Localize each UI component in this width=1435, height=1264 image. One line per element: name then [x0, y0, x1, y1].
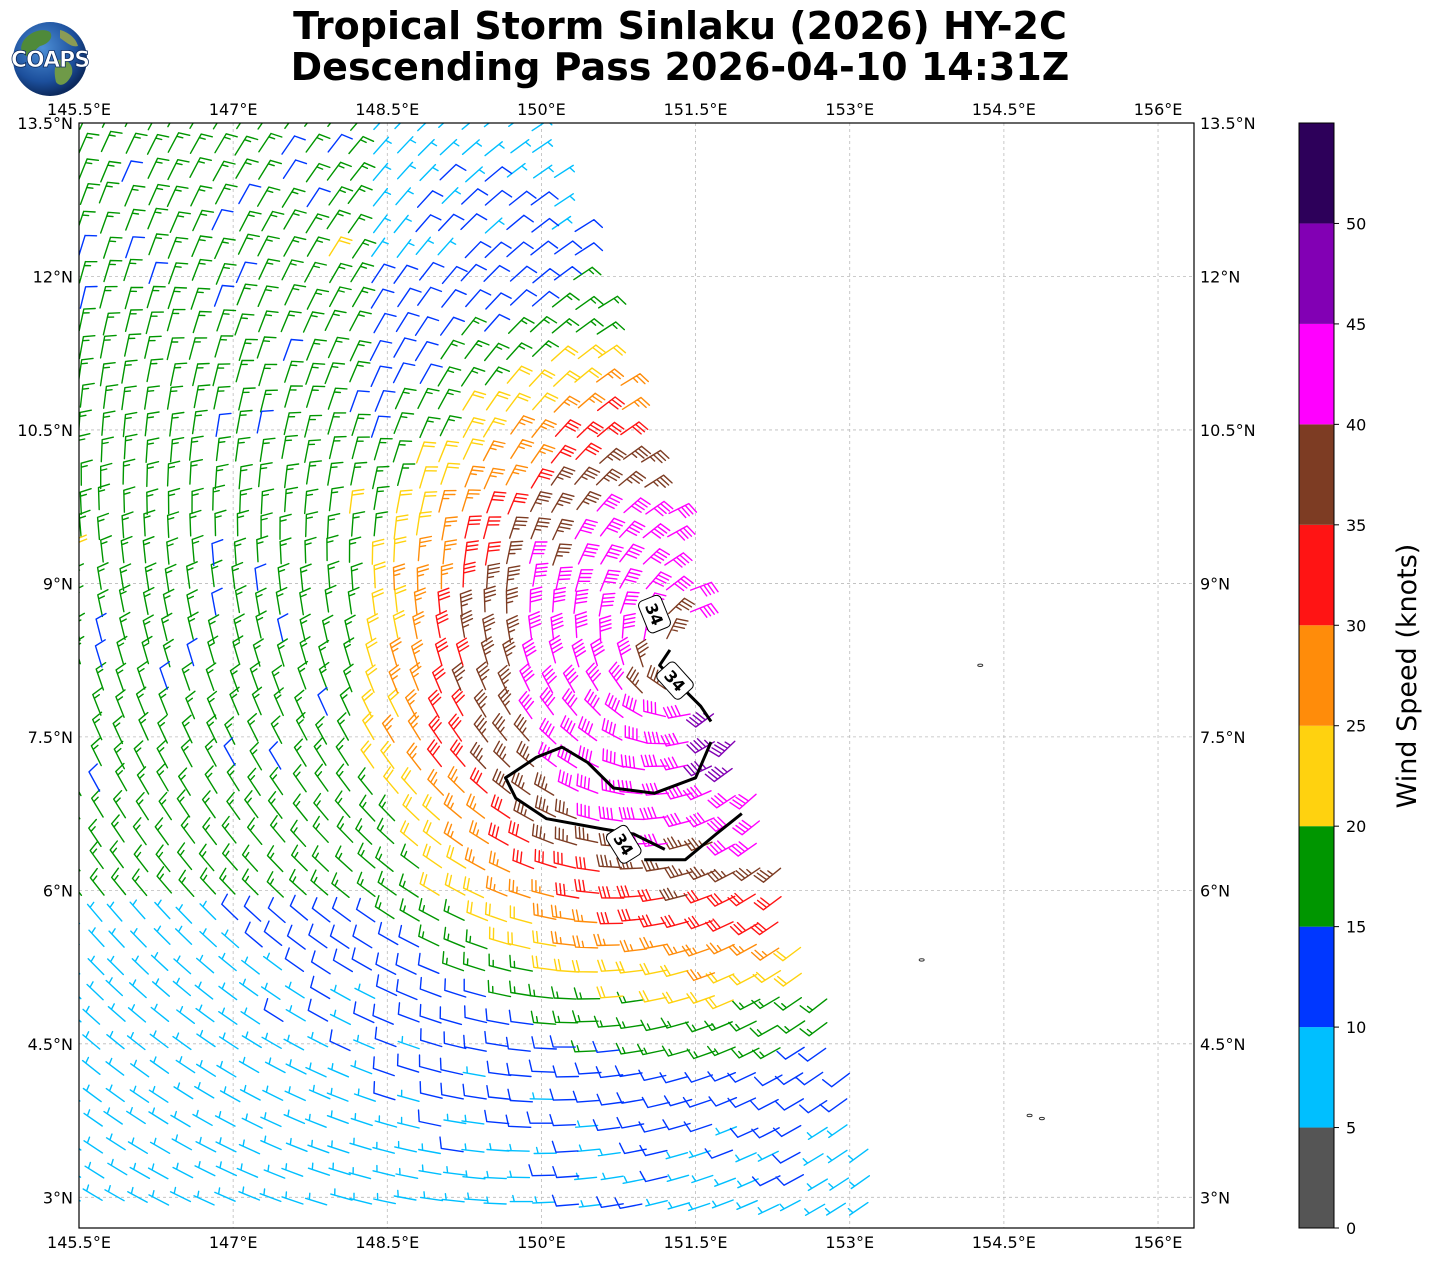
colorbar-tick-label: 45: [1346, 315, 1366, 334]
colorbar-tick-label: 15: [1346, 918, 1366, 937]
wind-barb-group: [518, 493, 760, 857]
colorbar-bin: [1299, 725, 1334, 827]
lon-tick-label-bottom: 147°E: [209, 1233, 258, 1252]
lat-tick-label-right: 9°N: [1200, 574, 1230, 593]
colorbar: 0 5 10 15 20 25 30 35 40 45 50: [1298, 122, 1366, 1238]
lat-tick-label-right: 4.5°N: [1200, 1035, 1245, 1054]
lat-tick-label-left: 4.5°N: [28, 1035, 73, 1054]
lon-tick-label-top: 148.5°E: [355, 100, 419, 119]
colorbar-bin: [1299, 223, 1334, 324]
contour-label-text: 34: [609, 830, 637, 859]
lon-tick-label-top: 156°E: [1134, 100, 1183, 119]
island-outline: [1038, 1116, 1045, 1121]
globe-icon: [13, 22, 87, 96]
contour-label-text: 34: [641, 600, 667, 628]
lon-tick-label-top: 147°E: [209, 100, 258, 119]
contour-label: 34: [605, 824, 642, 864]
lon-tick-label-bottom: 153°E: [825, 1233, 874, 1252]
contour-line-34kt: [504, 741, 713, 851]
lon-tick-label-bottom: 145.5°E: [47, 1233, 111, 1252]
lon-tick-label-top: 153°E: [825, 100, 874, 119]
axis-ticks: 145.5°E 145.5°E 147°E 147°E 148.5°E 148.5°E 15…: [17, 100, 1255, 1252]
map-frame: [78, 122, 1195, 1229]
lat-tick-label-right: 3°N: [1200, 1188, 1230, 1207]
colorbar-bin: [1299, 826, 1334, 927]
lat-tick-label-left: 10.5°N: [17, 421, 73, 440]
wind-barb-group: [79, 236, 802, 1010]
wind-barb-group: [451, 445, 782, 901]
lon-tick-label-bottom: 154.5°E: [972, 1233, 1036, 1252]
colorbar-label: Wind Speed (knots): [1392, 544, 1423, 809]
wind-barb-group: [79, 123, 828, 1060]
lat-tick-label-right: 12°N: [1200, 267, 1240, 286]
title-line-2: Descending Pass 2026-04-10 14:31Z: [290, 45, 1070, 89]
contour-label-text: 34: [660, 666, 689, 695]
wind-barb-group: [381, 368, 780, 982]
colorbar-frame: [1298, 122, 1335, 1229]
map-gridlines: [78, 122, 1194, 1228]
colorbar-bin: [1299, 1027, 1334, 1128]
colorbar-tick-label: 25: [1346, 717, 1366, 736]
lat-tick-label-right: 13.5°N: [1200, 114, 1256, 133]
wind-barb-group: [79, 133, 850, 1209]
lon-tick-label-top: 151.5°E: [664, 100, 728, 119]
colorbar-bin: [1299, 524, 1334, 626]
colorbar-tick-label: 50: [1346, 214, 1366, 233]
lon-tick-label-top: 150°E: [517, 100, 566, 119]
wind-barb-group: [79, 123, 870, 1216]
colorbar-tick-label: 20: [1346, 817, 1366, 836]
colorbar-bin: [1299, 123, 1334, 224]
colorbar-tick-label: 35: [1346, 516, 1366, 535]
colorbar-bin: [1299, 424, 1334, 525]
islands: [918, 663, 1045, 1121]
lat-tick-label-right: 7.5°N: [1200, 728, 1245, 747]
logo-text: COAPS: [11, 48, 89, 73]
lon-tick-label-bottom: 150°E: [517, 1233, 566, 1252]
colorbar-tick-label: 5: [1346, 1119, 1356, 1138]
contour-label: 34: [656, 661, 694, 700]
colorbar-tick-label: 10: [1346, 1018, 1366, 1037]
lat-tick-label-left: 12°N: [33, 267, 73, 286]
colorbar-tick-label: 0: [1346, 1219, 1356, 1238]
lat-tick-label-left: 9°N: [43, 574, 73, 593]
lon-tick-label-bottom: 148.5°E: [355, 1233, 419, 1252]
chart-title: Tropical Storm Sinlaku (2026) HY-2C Desc…: [200, 6, 1160, 88]
colorbar-tick-label: 30: [1346, 616, 1366, 635]
lon-tick-label-top: 145.5°E: [47, 100, 111, 119]
wind-barb-group: [426, 396, 782, 936]
wind-barbs: [79, 123, 870, 1216]
title-line-1: Tropical Storm Sinlaku (2026) HY-2C: [293, 4, 1067, 48]
lon-tick-label-bottom: 156°E: [1134, 1233, 1183, 1252]
contour-line-34kt: [658, 649, 713, 723]
colorbar-bin: [1299, 323, 1334, 425]
lat-tick-label-left: 7.5°N: [28, 728, 73, 747]
lat-tick-label-left: 3°N: [43, 1188, 73, 1207]
contour-line-34kt: [644, 812, 743, 862]
lon-tick-label-top: 154.5°E: [972, 100, 1036, 119]
island-outline: [918, 958, 925, 962]
coaps-logo: COAPS: [10, 22, 90, 96]
wind-barb-group: [683, 712, 736, 783]
colorbar-tick-label: 40: [1346, 415, 1366, 434]
lat-tick-label-right: 10.5°N: [1200, 421, 1256, 440]
colorbar-bin: [1299, 625, 1334, 726]
lat-tick-label-left: 6°N: [43, 881, 73, 900]
colorbar-bin: [1299, 1127, 1334, 1228]
lat-tick-label-right: 6°N: [1200, 881, 1230, 900]
island-outline: [977, 663, 984, 667]
contour-label: 34: [638, 594, 671, 634]
lat-tick-label-left: 13.5°N: [17, 114, 73, 133]
lon-tick-label-bottom: 151.5°E: [664, 1233, 728, 1252]
colorbar-bin: [1299, 926, 1334, 1028]
contour-34kt: 34 34 34: [504, 594, 743, 864]
island-outline: [1026, 1113, 1033, 1118]
